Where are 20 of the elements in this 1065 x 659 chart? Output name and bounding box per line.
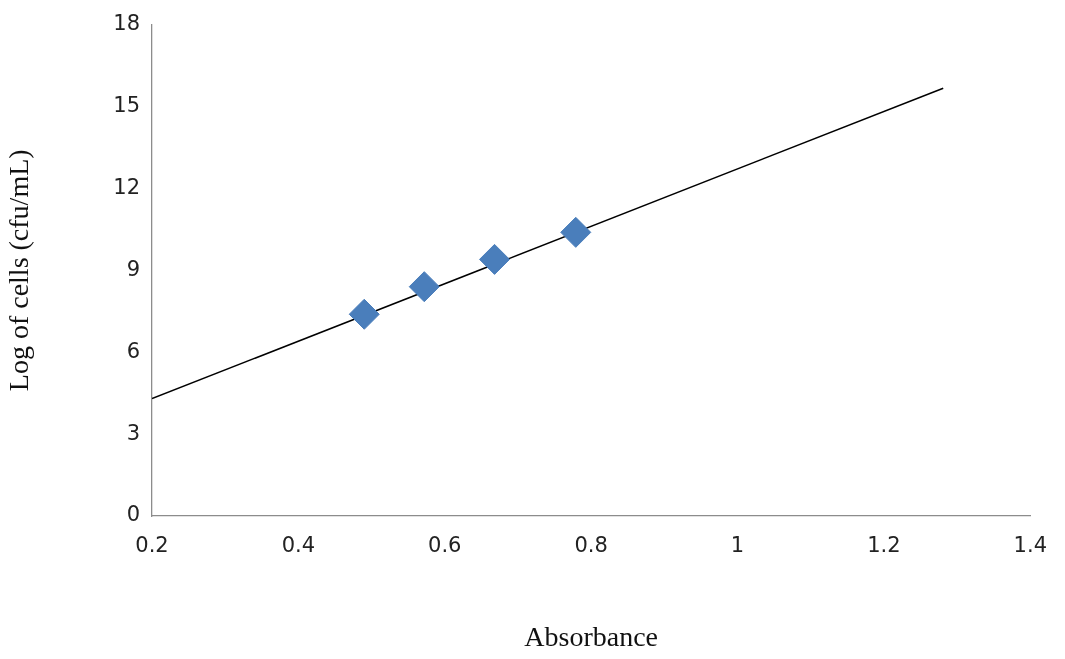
y-tick-label: 3 [126, 420, 140, 445]
x-tick-label: 1.2 [867, 533, 901, 558]
point [408, 271, 440, 303]
y-tick-label: 9 [126, 256, 140, 281]
x-tick-label: 1 [730, 533, 745, 558]
x-tick-label: 0.6 [428, 533, 462, 558]
y-tick-label: 0 [126, 502, 140, 527]
y-tick-label: 12 [113, 174, 140, 199]
x-tick-label: 0.4 [281, 533, 316, 558]
x-tick-label: 0.8 [574, 533, 608, 558]
x-tick-label: 0.2 [135, 533, 169, 558]
x-tick-label: 1.4 [1013, 533, 1047, 558]
x-axis-title: Absorbance [524, 620, 659, 652]
point [479, 243, 511, 275]
y-tick-label: 15 [113, 92, 140, 117]
y-tick-label: 18 [113, 11, 140, 36]
point [348, 298, 380, 330]
y-axis-title: Log of cells (cfu/mL) [3, 149, 35, 392]
y-tick-label: 6 [126, 338, 140, 363]
point [560, 216, 592, 248]
